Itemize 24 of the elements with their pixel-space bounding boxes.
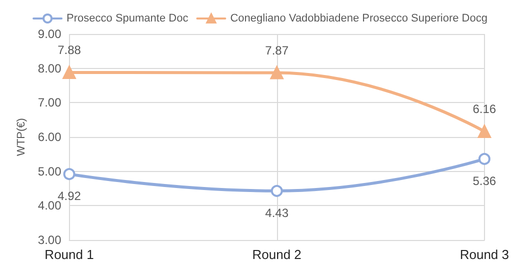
y-axis-title: WTP(€) — [16, 118, 28, 156]
x-tick-label: Round 2 — [252, 247, 302, 262]
x-tick-label: Round 1 — [44, 247, 94, 262]
data-label: 6.16 — [472, 102, 496, 116]
x-tick-label: Round 3 — [460, 247, 510, 262]
data-label: 5.36 — [472, 174, 496, 188]
y-tick-label: 9.00 — [38, 27, 62, 41]
point — [478, 125, 491, 138]
y-tick-label: 3.00 — [38, 233, 62, 247]
data-label: 7.88 — [58, 42, 82, 57]
y-tick-label: 7.00 — [38, 96, 62, 110]
legend-label: Conegliano Vadobbiadene Prosecco Superiore Docg — [230, 12, 488, 24]
y-tick-label: 5.00 — [38, 164, 62, 178]
y-tick-label: 8.00 — [38, 61, 62, 76]
y-tick-label: 4.00 — [38, 198, 62, 213]
point — [478, 152, 490, 165]
legend-label: Prosecco Spumante Doc — [66, 12, 189, 24]
y-tick-label: 6.00 — [38, 130, 62, 144]
point — [270, 184, 283, 197]
data-label: 7.87 — [265, 43, 289, 58]
point — [63, 168, 76, 180]
point — [270, 66, 284, 80]
data-label: 4.43 — [265, 206, 289, 220]
point — [62, 66, 76, 79]
